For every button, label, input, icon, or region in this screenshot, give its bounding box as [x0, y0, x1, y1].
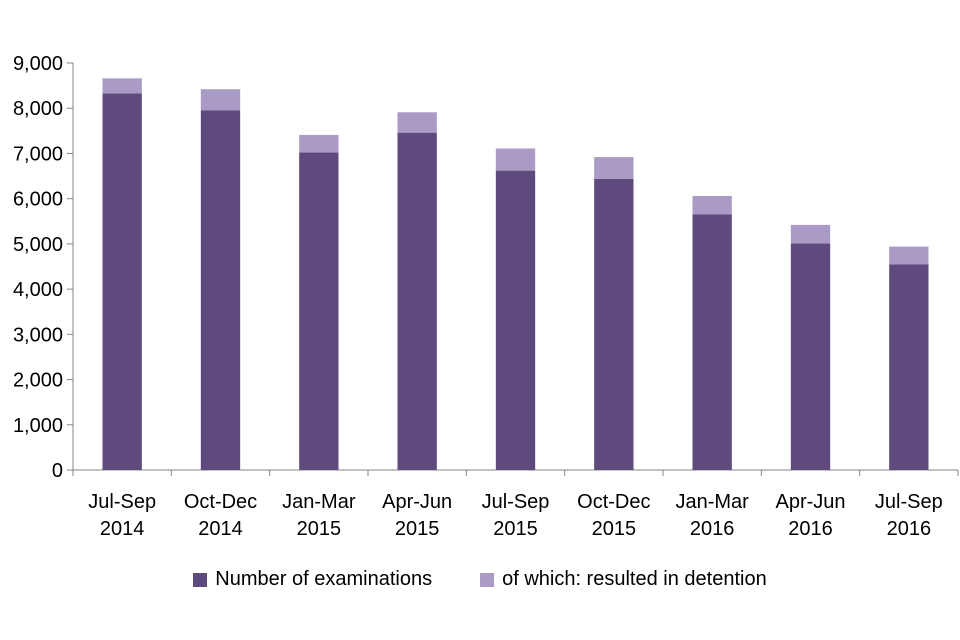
- y-tick-label: 6,000: [13, 189, 63, 211]
- y-tick-label: 9,000: [13, 53, 63, 75]
- bar-detention: [397, 112, 437, 133]
- bar-detention: [495, 148, 536, 171]
- bar-detention: [299, 134, 339, 153]
- x-tick-label: 2016: [788, 518, 833, 540]
- x-tick-label: 2015: [592, 518, 637, 540]
- legend-label-detention: of which: resulted in detention: [502, 568, 767, 590]
- y-tick-label: 4,000: [13, 279, 63, 301]
- bar-examinations: [889, 264, 929, 470]
- y-tick-label: 5,000: [13, 234, 63, 256]
- x-tick-label: 2014: [100, 518, 145, 540]
- x-tick-label: Jul-Sep: [875, 491, 943, 513]
- bar-examinations: [299, 152, 339, 471]
- x-axis: Jul-Sep 2014 Oct-Dec 2014 Jan-Mar 2015 Apr-Jun…: [72, 469, 959, 540]
- bar-examinations: [102, 93, 142, 470]
- bars: [102, 78, 929, 471]
- bar-examinations: [692, 214, 732, 470]
- bar-examinations: [790, 243, 831, 470]
- legend-swatch-detention: [480, 572, 495, 587]
- x-tick-label: 2015: [395, 518, 440, 540]
- x-tick-label: Jan-Mar: [282, 491, 356, 513]
- legend-label-examinations: Number of examinations: [215, 568, 433, 590]
- x-tick-label: 2016: [690, 518, 735, 540]
- x-tick-label: Jul-Sep: [482, 491, 550, 513]
- y-tick-label: 0: [52, 460, 63, 482]
- y-tick-label: 1,000: [13, 415, 63, 437]
- bar-detention: [692, 195, 732, 215]
- x-tick-label: Oct-Dec: [184, 491, 257, 513]
- bar-detention: [200, 89, 241, 111]
- bar-detention: [889, 246, 929, 265]
- x-tick-label: 2016: [887, 518, 932, 540]
- bar-detention: [790, 224, 831, 244]
- bar-detention: [102, 78, 142, 94]
- y-axis: 0 1,000 2,000 3,000 4,000 5,000 6,000 7,000 8,00…: [13, 53, 74, 482]
- bar-examinations: [200, 110, 241, 470]
- legend-item-examinations: Number of examinations: [193, 568, 432, 591]
- legend: Number of examinations of which: resulte…: [0, 568, 960, 591]
- bar-examinations: [397, 132, 437, 471]
- legend-swatch-examinations: [193, 572, 208, 587]
- y-tick-label: 2,000: [13, 370, 63, 392]
- x-tick-label: Jan-Mar: [675, 491, 749, 513]
- y-tick-label: 7,000: [13, 143, 63, 165]
- x-tick-label: Apr-Jun: [775, 491, 845, 513]
- y-tick-label: 8,000: [13, 98, 63, 120]
- x-tick-label: 2015: [297, 518, 342, 540]
- x-tick-label: Oct-Dec: [577, 491, 650, 513]
- x-tick-label: 2015: [493, 518, 538, 540]
- y-tick-label: 3,000: [13, 324, 63, 346]
- bar-examinations: [495, 170, 536, 470]
- bar-examinations: [594, 178, 634, 470]
- x-tick-label: Apr-Jun: [382, 491, 452, 513]
- legend-item-detention: of which: resulted in detention: [480, 568, 767, 591]
- x-tick-label: Jul-Sep: [88, 491, 156, 513]
- x-tick-label: 2014: [198, 518, 243, 540]
- bar-detention: [594, 157, 634, 179]
